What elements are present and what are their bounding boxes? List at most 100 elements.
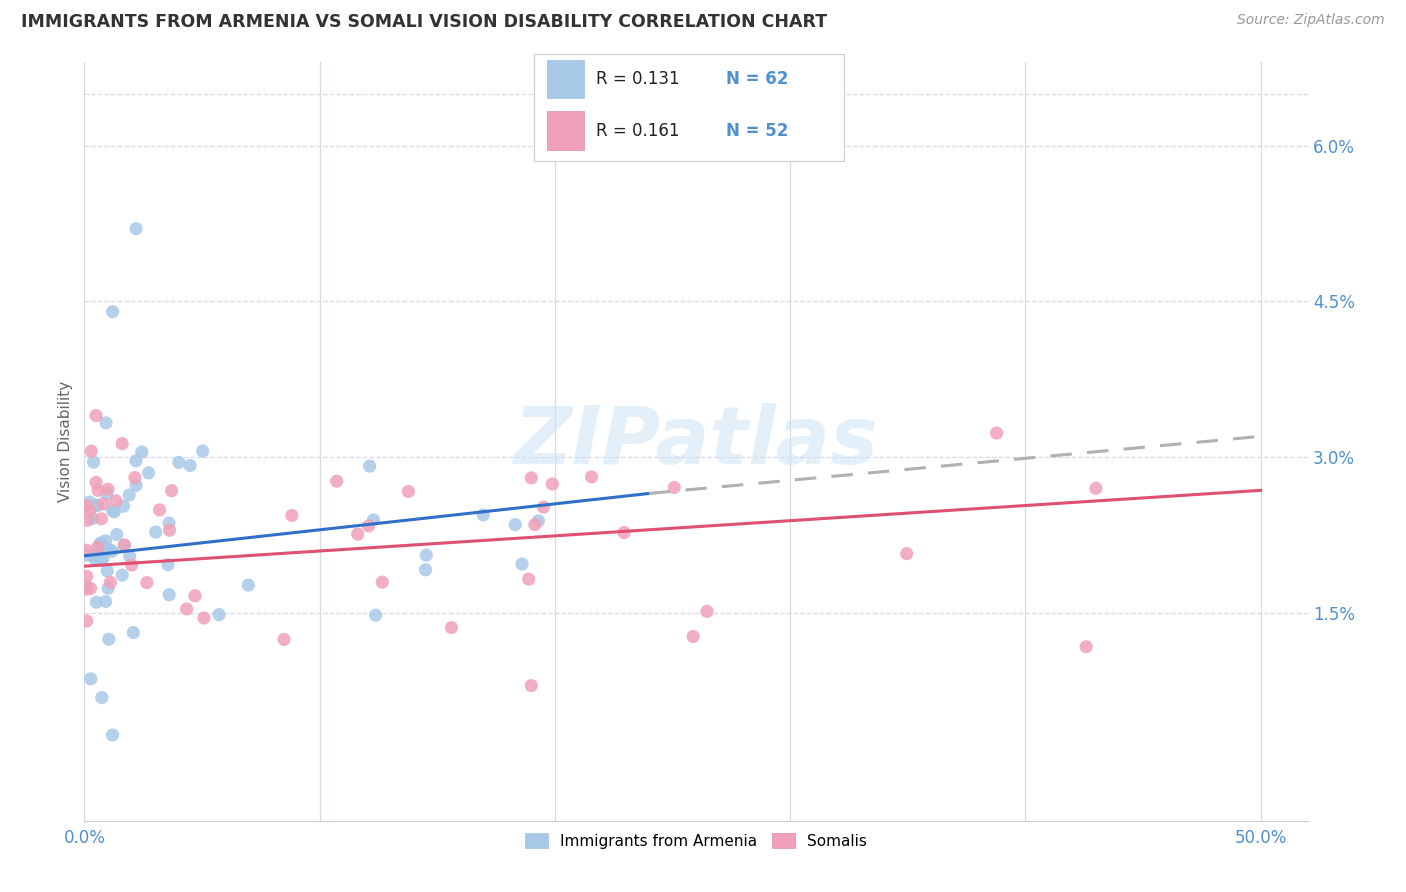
Point <box>682 630 704 644</box>
Point <box>176 602 198 616</box>
Point <box>79 495 101 509</box>
Point <box>104 493 127 508</box>
Point <box>124 470 146 484</box>
Point <box>100 543 122 558</box>
Point <box>76 582 98 596</box>
Point <box>523 517 546 532</box>
Point <box>101 304 124 318</box>
Point <box>613 525 636 540</box>
Point <box>346 527 368 541</box>
Point <box>896 547 918 561</box>
Point <box>87 483 110 498</box>
Text: IMMIGRANTS FROM ARMENIA VS SOMALI VISION DISABILITY CORRELATION CHART: IMMIGRANTS FROM ARMENIA VS SOMALI VISION… <box>21 13 827 31</box>
Point <box>415 563 437 577</box>
Point <box>89 549 111 563</box>
Text: R = 0.161: R = 0.161 <box>596 121 679 139</box>
Point <box>986 425 1008 440</box>
Point <box>97 632 120 647</box>
Point <box>191 444 214 458</box>
Point <box>363 513 385 527</box>
Point <box>90 553 112 567</box>
Point <box>103 505 125 519</box>
Point <box>193 611 215 625</box>
Bar <box>547 60 583 98</box>
Point <box>90 536 112 550</box>
Point <box>76 569 98 583</box>
Point <box>101 504 124 518</box>
Point <box>371 575 394 590</box>
Point <box>148 503 170 517</box>
Point <box>125 454 148 468</box>
Point <box>112 538 135 552</box>
Point <box>96 487 118 501</box>
Point <box>359 459 381 474</box>
Point <box>94 416 117 430</box>
Point <box>517 572 540 586</box>
Point <box>581 470 603 484</box>
Point <box>76 513 98 527</box>
Point <box>93 540 115 554</box>
Point <box>138 466 160 480</box>
Bar <box>547 112 583 150</box>
Point <box>1074 640 1097 654</box>
Point <box>135 575 157 590</box>
Point <box>396 484 419 499</box>
Point <box>510 557 533 571</box>
Point <box>76 548 98 562</box>
Point <box>86 595 108 609</box>
Point <box>533 500 555 515</box>
Point <box>520 471 543 485</box>
Point <box>664 481 686 495</box>
Point <box>125 221 148 235</box>
Point <box>96 564 118 578</box>
Point <box>79 582 101 596</box>
Point <box>415 548 437 562</box>
Point <box>76 614 98 628</box>
Point <box>82 549 104 563</box>
Point <box>156 558 179 572</box>
Point <box>1084 481 1107 495</box>
Point <box>118 488 141 502</box>
Point <box>184 589 207 603</box>
Point <box>131 445 153 459</box>
Point <box>125 478 148 492</box>
Point <box>93 497 115 511</box>
Point <box>238 578 260 592</box>
Point <box>364 608 387 623</box>
Point <box>84 552 107 566</box>
Point <box>160 483 183 498</box>
Point <box>98 575 121 590</box>
Point <box>440 621 463 635</box>
Point <box>97 483 120 497</box>
Text: N = 62: N = 62 <box>725 70 789 88</box>
Point <box>86 499 108 513</box>
Point <box>112 500 135 514</box>
Point <box>91 551 114 566</box>
Point <box>325 474 347 488</box>
Point <box>76 579 98 593</box>
Point <box>167 455 190 469</box>
Point <box>76 499 98 513</box>
Point <box>527 514 550 528</box>
Point <box>281 508 304 523</box>
Point <box>111 568 134 582</box>
Point <box>90 512 112 526</box>
Point <box>94 594 117 608</box>
Point <box>503 517 526 532</box>
Legend: Immigrants from Armenia, Somalis: Immigrants from Armenia, Somalis <box>519 827 873 855</box>
Point <box>696 604 718 618</box>
Point <box>90 543 112 558</box>
Point <box>89 537 111 551</box>
Y-axis label: Vision Disability: Vision Disability <box>58 381 73 502</box>
Text: Source: ZipAtlas.com: Source: ZipAtlas.com <box>1237 13 1385 28</box>
Point <box>101 544 124 558</box>
Point <box>101 728 124 742</box>
Point <box>83 455 105 469</box>
Point <box>111 436 134 450</box>
Point <box>541 477 564 491</box>
Point <box>118 549 141 564</box>
Point <box>105 527 128 541</box>
Text: N = 52: N = 52 <box>725 121 789 139</box>
Point <box>208 607 231 622</box>
Point <box>97 581 120 595</box>
